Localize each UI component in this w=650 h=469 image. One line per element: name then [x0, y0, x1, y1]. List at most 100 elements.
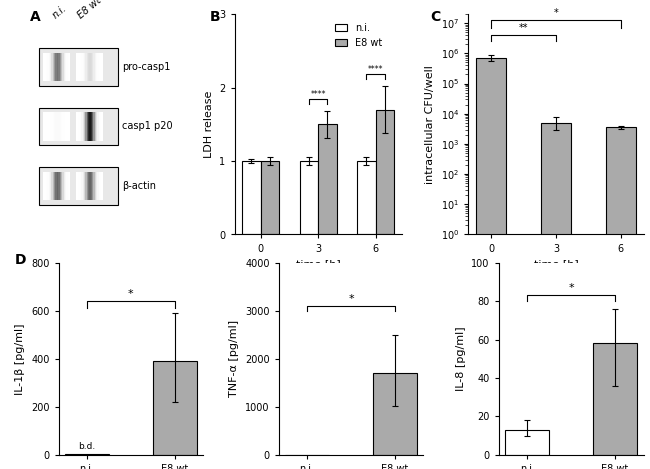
FancyBboxPatch shape	[86, 112, 88, 141]
FancyBboxPatch shape	[60, 53, 61, 81]
Bar	[261, 161, 279, 234]
FancyBboxPatch shape	[58, 172, 60, 200]
FancyBboxPatch shape	[65, 172, 66, 200]
Bar	[476, 58, 506, 469]
FancyBboxPatch shape	[77, 53, 79, 81]
FancyBboxPatch shape	[96, 53, 97, 81]
FancyBboxPatch shape	[54, 53, 55, 81]
FancyBboxPatch shape	[85, 53, 86, 81]
FancyBboxPatch shape	[95, 112, 96, 141]
Text: B: B	[209, 10, 220, 23]
FancyBboxPatch shape	[101, 172, 103, 200]
Bar	[376, 110, 394, 234]
FancyBboxPatch shape	[96, 172, 97, 200]
FancyBboxPatch shape	[51, 112, 53, 141]
FancyBboxPatch shape	[88, 112, 89, 141]
FancyBboxPatch shape	[39, 167, 118, 205]
FancyBboxPatch shape	[85, 112, 86, 141]
FancyBboxPatch shape	[68, 172, 69, 200]
FancyBboxPatch shape	[80, 53, 81, 81]
Bar	[541, 123, 571, 469]
FancyBboxPatch shape	[54, 112, 55, 141]
FancyBboxPatch shape	[60, 112, 61, 141]
FancyBboxPatch shape	[39, 108, 118, 145]
FancyBboxPatch shape	[64, 53, 65, 81]
FancyBboxPatch shape	[85, 172, 86, 200]
FancyBboxPatch shape	[53, 172, 54, 200]
FancyBboxPatch shape	[50, 172, 51, 200]
Y-axis label: LDH release: LDH release	[203, 91, 214, 158]
Text: E8 wt: E8 wt	[75, 0, 103, 21]
FancyBboxPatch shape	[86, 53, 88, 81]
FancyBboxPatch shape	[92, 53, 94, 81]
FancyBboxPatch shape	[69, 53, 70, 81]
FancyBboxPatch shape	[88, 53, 89, 81]
FancyBboxPatch shape	[81, 53, 83, 81]
FancyBboxPatch shape	[76, 172, 77, 200]
FancyBboxPatch shape	[76, 53, 77, 81]
FancyBboxPatch shape	[86, 172, 88, 200]
FancyBboxPatch shape	[76, 112, 77, 141]
FancyBboxPatch shape	[98, 112, 99, 141]
FancyBboxPatch shape	[44, 172, 45, 200]
FancyBboxPatch shape	[53, 112, 54, 141]
FancyBboxPatch shape	[79, 172, 80, 200]
FancyBboxPatch shape	[53, 53, 54, 81]
FancyBboxPatch shape	[62, 112, 64, 141]
FancyBboxPatch shape	[57, 53, 58, 81]
FancyBboxPatch shape	[88, 172, 89, 200]
FancyBboxPatch shape	[84, 112, 85, 141]
FancyBboxPatch shape	[94, 53, 95, 81]
Text: *: *	[554, 8, 558, 18]
FancyBboxPatch shape	[45, 53, 46, 81]
FancyBboxPatch shape	[68, 53, 69, 81]
FancyBboxPatch shape	[81, 112, 83, 141]
FancyBboxPatch shape	[51, 172, 53, 200]
FancyBboxPatch shape	[77, 112, 79, 141]
Bar	[606, 128, 636, 469]
Bar	[65, 454, 109, 455]
FancyBboxPatch shape	[83, 112, 84, 141]
FancyBboxPatch shape	[49, 53, 50, 81]
Text: b.d.: b.d.	[79, 442, 96, 451]
Text: *: *	[348, 294, 354, 303]
FancyBboxPatch shape	[61, 112, 62, 141]
FancyBboxPatch shape	[55, 172, 57, 200]
FancyBboxPatch shape	[62, 53, 64, 81]
FancyBboxPatch shape	[66, 53, 68, 81]
Text: **: **	[519, 23, 528, 33]
FancyBboxPatch shape	[60, 172, 61, 200]
FancyBboxPatch shape	[47, 112, 49, 141]
Text: n.i.: n.i.	[51, 3, 68, 21]
FancyBboxPatch shape	[79, 53, 80, 81]
Legend: n.i., E8 wt: n.i., E8 wt	[332, 19, 386, 52]
FancyBboxPatch shape	[83, 172, 84, 200]
FancyBboxPatch shape	[94, 112, 95, 141]
FancyBboxPatch shape	[55, 112, 57, 141]
FancyBboxPatch shape	[51, 53, 53, 81]
X-axis label: time [h]: time [h]	[296, 259, 341, 269]
FancyBboxPatch shape	[98, 53, 99, 81]
FancyBboxPatch shape	[96, 112, 97, 141]
FancyBboxPatch shape	[69, 172, 70, 200]
FancyBboxPatch shape	[77, 172, 79, 200]
FancyBboxPatch shape	[94, 172, 95, 200]
FancyBboxPatch shape	[64, 112, 65, 141]
Bar	[153, 361, 197, 455]
Y-axis label: IL-1β [pg/ml]: IL-1β [pg/ml]	[16, 323, 25, 394]
Text: casp1 p20: casp1 p20	[122, 121, 172, 131]
FancyBboxPatch shape	[101, 53, 103, 81]
FancyBboxPatch shape	[100, 53, 101, 81]
FancyBboxPatch shape	[92, 112, 94, 141]
Text: β-actin: β-actin	[122, 181, 156, 191]
FancyBboxPatch shape	[100, 112, 101, 141]
FancyBboxPatch shape	[57, 112, 58, 141]
Text: D: D	[15, 253, 27, 267]
FancyBboxPatch shape	[66, 112, 68, 141]
FancyBboxPatch shape	[46, 172, 47, 200]
FancyBboxPatch shape	[90, 53, 92, 81]
FancyBboxPatch shape	[55, 53, 57, 81]
FancyBboxPatch shape	[95, 172, 96, 200]
Bar	[300, 161, 318, 234]
FancyBboxPatch shape	[39, 48, 118, 86]
